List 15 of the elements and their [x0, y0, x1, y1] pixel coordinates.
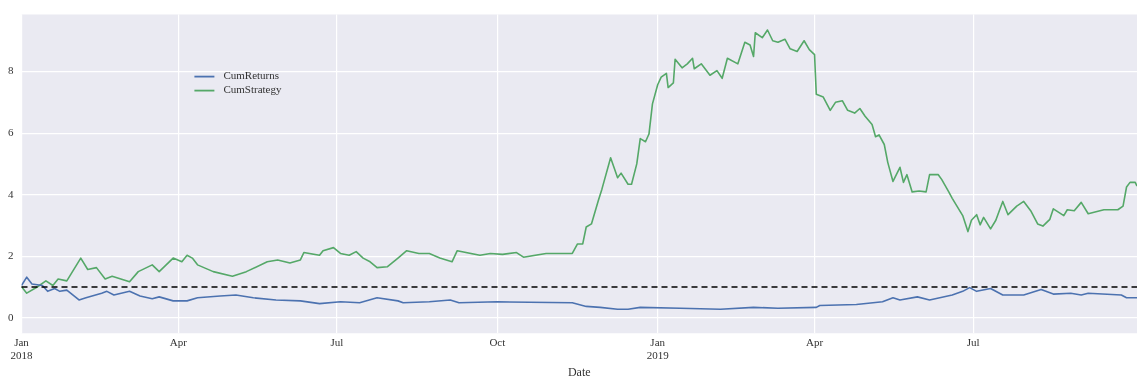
y-tick-label: 2	[8, 249, 14, 262]
legend-label: CumReturns	[223, 69, 280, 82]
x-tick-label: Jul	[966, 335, 980, 348]
x-tick-label: Apr	[169, 335, 188, 348]
x-tick-label: Jan 2019	[646, 335, 670, 361]
x-tick-label: Jul	[330, 335, 344, 348]
y-tick-label: 6	[8, 126, 14, 138]
y-tick-label: 0	[8, 310, 14, 323]
y-tick-label: 4	[8, 187, 14, 200]
x-axis-title: Date	[567, 364, 591, 379]
x-tick-label: Apr	[806, 335, 824, 348]
legend-label: CumStrategy	[223, 83, 282, 96]
x-tick-label: Jan 2018	[10, 335, 33, 361]
y-tick-label: 8	[8, 64, 14, 77]
x-tick-label: Oct	[489, 335, 506, 348]
